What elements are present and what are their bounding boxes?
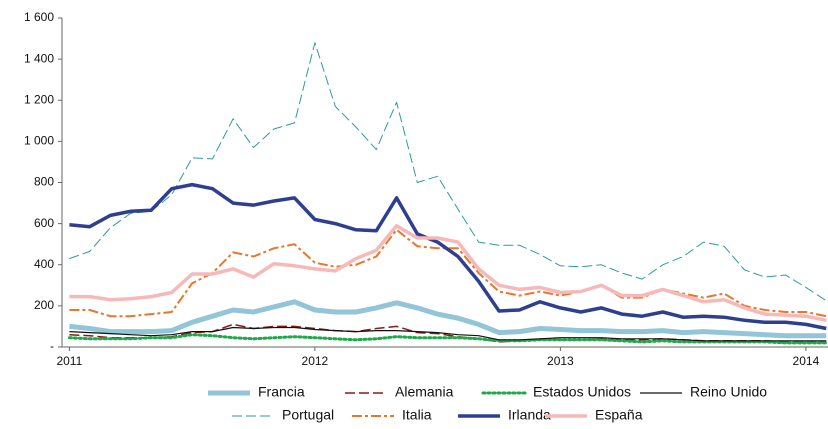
- x-tick-label: 2014: [793, 354, 820, 368]
- series-line: [67, 333, 828, 345]
- series-line: [69, 299, 827, 339]
- legend-label: España: [595, 407, 643, 423]
- y-tick-label: 600: [34, 216, 54, 230]
- series-line: [69, 42, 827, 302]
- series-line: [69, 228, 827, 318]
- legend-label: Reino Unido: [690, 384, 767, 400]
- series-line: [69, 223, 827, 323]
- legend-label: Italia: [402, 407, 432, 423]
- y-tick-label: 200: [34, 298, 54, 312]
- y-tick-label: -: [50, 339, 54, 353]
- y-tick-label: 400: [34, 257, 54, 271]
- series-line: [69, 182, 827, 331]
- series-line: [69, 326, 827, 342]
- y-tick-label: 1 400: [24, 51, 54, 65]
- legend-label: Francia: [258, 384, 305, 400]
- legend-label: Alemania: [395, 384, 454, 400]
- y-tick-label: 800: [34, 175, 54, 189]
- x-tick-label: 2012: [302, 354, 329, 368]
- y-tick-label: 1 200: [24, 92, 54, 106]
- legend-label: Portugal: [282, 407, 334, 423]
- y-tick-label: 1 000: [24, 134, 54, 148]
- x-tick-label: 2011: [56, 354, 82, 368]
- y-tick-label: 1 600: [24, 10, 54, 24]
- legend-label: Estados Unidos: [533, 384, 631, 400]
- legend-label: Irlanda: [508, 407, 551, 423]
- x-tick-label: 2013: [547, 354, 574, 368]
